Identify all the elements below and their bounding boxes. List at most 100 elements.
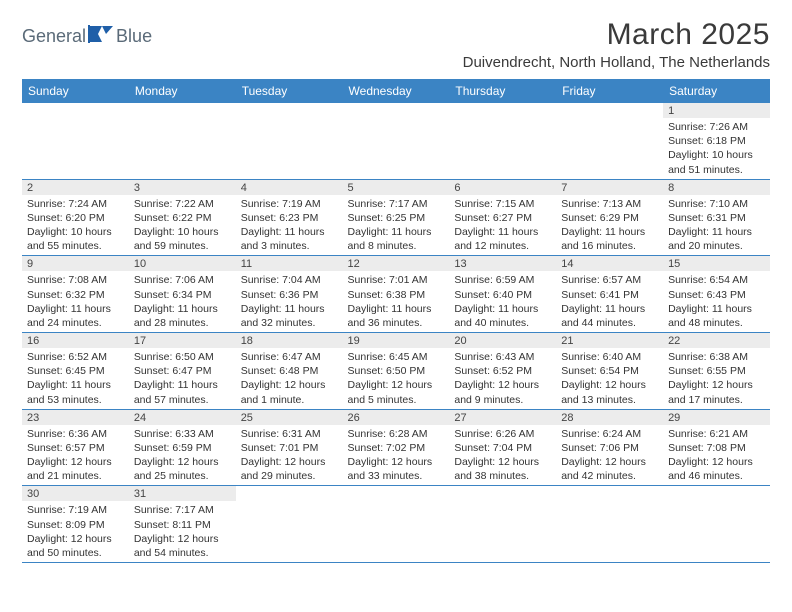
day-details: Sunrise: 6:24 AMSunset: 7:06 PMDaylight:… <box>556 425 663 486</box>
calendar-day-cell: 19Sunrise: 6:45 AMSunset: 6:50 PMDayligh… <box>343 333 450 410</box>
day-details: Sunrise: 7:22 AMSunset: 6:22 PMDaylight:… <box>129 195 236 256</box>
day-number: 15 <box>663 256 770 271</box>
daylight-text: Daylight: 12 hours and 33 minutes. <box>348 455 445 483</box>
daylight-text: Daylight: 12 hours and 5 minutes. <box>348 378 445 406</box>
sunset-text: Sunset: 6:31 PM <box>668 211 765 225</box>
calendar-day-cell <box>236 486 343 563</box>
day-details: Sunrise: 6:52 AMSunset: 6:45 PMDaylight:… <box>22 348 129 409</box>
day-details: Sunrise: 6:47 AMSunset: 6:48 PMDaylight:… <box>236 348 343 409</box>
day-number: 3 <box>129 180 236 195</box>
day-number: 25 <box>236 410 343 425</box>
calendar-day-cell: 23Sunrise: 6:36 AMSunset: 6:57 PMDayligh… <box>22 409 129 486</box>
day-number: 8 <box>663 180 770 195</box>
sunset-text: Sunset: 8:11 PM <box>134 518 231 532</box>
sunset-text: Sunset: 6:43 PM <box>668 288 765 302</box>
day-number: 5 <box>343 180 450 195</box>
sunset-text: Sunset: 8:09 PM <box>27 518 124 532</box>
sunrise-text: Sunrise: 6:21 AM <box>668 427 765 441</box>
calendar-day-cell: 29Sunrise: 6:21 AMSunset: 7:08 PMDayligh… <box>663 409 770 486</box>
day-details: Sunrise: 6:50 AMSunset: 6:47 PMDaylight:… <box>129 348 236 409</box>
daylight-text: Daylight: 11 hours and 12 minutes. <box>454 225 551 253</box>
day-number: 26 <box>343 410 450 425</box>
calendar-day-cell: 24Sunrise: 6:33 AMSunset: 6:59 PMDayligh… <box>129 409 236 486</box>
day-number: 10 <box>129 256 236 271</box>
weekday-header: Tuesday <box>236 79 343 103</box>
sunset-text: Sunset: 6:25 PM <box>348 211 445 225</box>
daylight-text: Daylight: 12 hours and 17 minutes. <box>668 378 765 406</box>
daylight-text: Daylight: 12 hours and 25 minutes. <box>134 455 231 483</box>
daylight-text: Daylight: 12 hours and 9 minutes. <box>454 378 551 406</box>
sunrise-text: Sunrise: 6:47 AM <box>241 350 338 364</box>
weekday-header: Thursday <box>449 79 556 103</box>
sunrise-text: Sunrise: 7:17 AM <box>134 503 231 517</box>
sunset-text: Sunset: 7:02 PM <box>348 441 445 455</box>
day-details: Sunrise: 6:43 AMSunset: 6:52 PMDaylight:… <box>449 348 556 409</box>
sunrise-text: Sunrise: 6:38 AM <box>668 350 765 364</box>
day-number: 29 <box>663 410 770 425</box>
day-details: Sunrise: 7:17 AMSunset: 8:11 PMDaylight:… <box>129 501 236 562</box>
calendar-day-cell: 27Sunrise: 6:26 AMSunset: 7:04 PMDayligh… <box>449 409 556 486</box>
month-title: March 2025 <box>463 18 770 52</box>
sunset-text: Sunset: 6:47 PM <box>134 364 231 378</box>
daylight-text: Daylight: 12 hours and 42 minutes. <box>561 455 658 483</box>
day-number: 16 <box>22 333 129 348</box>
sunrise-text: Sunrise: 7:06 AM <box>134 273 231 287</box>
calendar-day-cell: 18Sunrise: 6:47 AMSunset: 6:48 PMDayligh… <box>236 333 343 410</box>
day-number: 21 <box>556 333 663 348</box>
sunrise-text: Sunrise: 6:43 AM <box>454 350 551 364</box>
sunrise-text: Sunrise: 7:04 AM <box>241 273 338 287</box>
daylight-text: Daylight: 10 hours and 51 minutes. <box>668 148 765 176</box>
sunset-text: Sunset: 6:36 PM <box>241 288 338 302</box>
calendar-day-cell: 13Sunrise: 6:59 AMSunset: 6:40 PMDayligh… <box>449 256 556 333</box>
calendar-day-cell: 16Sunrise: 6:52 AMSunset: 6:45 PMDayligh… <box>22 333 129 410</box>
calendar-day-cell: 7Sunrise: 7:13 AMSunset: 6:29 PMDaylight… <box>556 179 663 256</box>
calendar-day-cell: 31Sunrise: 7:17 AMSunset: 8:11 PMDayligh… <box>129 486 236 563</box>
sunrise-text: Sunrise: 6:28 AM <box>348 427 445 441</box>
day-details: Sunrise: 6:38 AMSunset: 6:55 PMDaylight:… <box>663 348 770 409</box>
sunset-text: Sunset: 6:38 PM <box>348 288 445 302</box>
daylight-text: Daylight: 12 hours and 50 minutes. <box>27 532 124 560</box>
calendar-body: 1Sunrise: 7:26 AMSunset: 6:18 PMDaylight… <box>22 103 770 563</box>
day-details: Sunrise: 7:10 AMSunset: 6:31 PMDaylight:… <box>663 195 770 256</box>
sunset-text: Sunset: 6:34 PM <box>134 288 231 302</box>
sunrise-text: Sunrise: 7:08 AM <box>27 273 124 287</box>
day-details: Sunrise: 6:45 AMSunset: 6:50 PMDaylight:… <box>343 348 450 409</box>
calendar-day-cell: 5Sunrise: 7:17 AMSunset: 6:25 PMDaylight… <box>343 179 450 256</box>
calendar-day-cell: 15Sunrise: 6:54 AMSunset: 6:43 PMDayligh… <box>663 256 770 333</box>
sunset-text: Sunset: 6:59 PM <box>134 441 231 455</box>
day-details: Sunrise: 7:19 AMSunset: 8:09 PMDaylight:… <box>22 501 129 562</box>
calendar-day-cell: 9Sunrise: 7:08 AMSunset: 6:32 PMDaylight… <box>22 256 129 333</box>
calendar-table: Sunday Monday Tuesday Wednesday Thursday… <box>22 79 770 563</box>
sunset-text: Sunset: 6:48 PM <box>241 364 338 378</box>
day-number: 22 <box>663 333 770 348</box>
daylight-text: Daylight: 11 hours and 44 minutes. <box>561 302 658 330</box>
calendar-day-cell: 6Sunrise: 7:15 AMSunset: 6:27 PMDaylight… <box>449 179 556 256</box>
day-details: Sunrise: 7:15 AMSunset: 6:27 PMDaylight:… <box>449 195 556 256</box>
day-details: Sunrise: 7:26 AMSunset: 6:18 PMDaylight:… <box>663 118 770 179</box>
sunrise-text: Sunrise: 7:10 AM <box>668 197 765 211</box>
calendar-week-row: 30Sunrise: 7:19 AMSunset: 8:09 PMDayligh… <box>22 486 770 563</box>
daylight-text: Daylight: 11 hours and 57 minutes. <box>134 378 231 406</box>
sunrise-text: Sunrise: 7:01 AM <box>348 273 445 287</box>
sunset-text: Sunset: 6:20 PM <box>27 211 124 225</box>
page-header: General Blue March 2025 Duivendrecht, No… <box>22 18 770 71</box>
sunrise-text: Sunrise: 6:40 AM <box>561 350 658 364</box>
sunrise-text: Sunrise: 6:50 AM <box>134 350 231 364</box>
sunrise-text: Sunrise: 7:26 AM <box>668 120 765 134</box>
sunset-text: Sunset: 6:50 PM <box>348 364 445 378</box>
sunset-text: Sunset: 6:32 PM <box>27 288 124 302</box>
daylight-text: Daylight: 11 hours and 20 minutes. <box>668 225 765 253</box>
calendar-day-cell: 14Sunrise: 6:57 AMSunset: 6:41 PMDayligh… <box>556 256 663 333</box>
day-number: 20 <box>449 333 556 348</box>
weekday-header: Saturday <box>663 79 770 103</box>
location-subtitle: Duivendrecht, North Holland, The Netherl… <box>463 54 770 71</box>
daylight-text: Daylight: 11 hours and 28 minutes. <box>134 302 231 330</box>
day-number: 14 <box>556 256 663 271</box>
day-details: Sunrise: 6:59 AMSunset: 6:40 PMDaylight:… <box>449 271 556 332</box>
weekday-header: Sunday <box>22 79 129 103</box>
calendar-day-cell <box>343 103 450 179</box>
sunset-text: Sunset: 6:29 PM <box>561 211 658 225</box>
calendar-day-cell <box>343 486 450 563</box>
calendar-day-cell <box>556 486 663 563</box>
day-number: 11 <box>236 256 343 271</box>
